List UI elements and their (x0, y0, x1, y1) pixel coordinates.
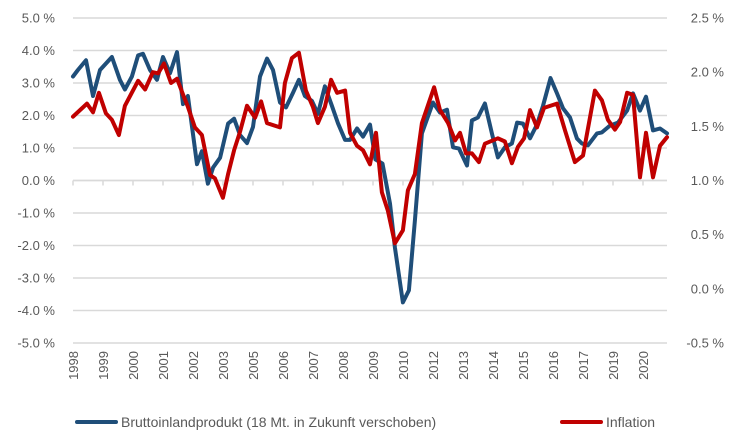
legend-swatch-inflation (560, 420, 603, 424)
y-right-tick-label: 2.5 % (691, 11, 725, 26)
y-right-tick-label: -0.5 % (686, 336, 724, 351)
x-tick-label: 2017 (576, 351, 591, 380)
x-tick-label: 2010 (396, 351, 411, 380)
y-left-tick-label: 0.0 % (22, 173, 56, 188)
x-tick-label: 2003 (216, 351, 231, 380)
legend-item-gdp[interactable]: Bruttoinlandprodukt (18 Mt. in Zukunft v… (75, 410, 436, 434)
x-tick-label: 1998 (66, 351, 81, 380)
x-tick-label: 2001 (156, 351, 171, 380)
y-left-tick-label: 2.0 % (22, 108, 56, 123)
x-tick-label: 2002 (186, 351, 201, 380)
y-left-tick-label: -4.0 % (17, 303, 55, 318)
x-tick-label: 2007 (306, 351, 321, 380)
y-left-tick-label: -2.0 % (17, 238, 55, 253)
y-axis-right: 2.5 % 2.0 % 1.5 % 1.0 % 0.5 % 0.0 % -0.5 % (686, 11, 724, 351)
y-left-tick-label: -1.0 % (17, 206, 55, 221)
y-left-tick-label: 5.0 % (22, 11, 56, 26)
x-tick-label: 2016 (546, 351, 561, 380)
x-tick-label: 2015 (516, 351, 531, 380)
y-left-tick-label: 1.0 % (22, 141, 56, 156)
x-tick-label: 2005 (246, 351, 261, 380)
y-left-tick-label: -5.0 % (17, 336, 55, 351)
y-right-tick-label: 1.0 % (691, 173, 725, 188)
y-right-tick-label: 0.5 % (691, 227, 725, 242)
x-tick-label: 2000 (126, 351, 141, 380)
y-right-tick-label: 1.5 % (691, 119, 725, 134)
series-line-gdp (71, 50, 669, 305)
x-tick-label: 2012 (426, 351, 441, 380)
x-axis: 1998 1999 2000 2001 2002 2003 2005 2006 2007 2008… (66, 179, 667, 380)
x-tick-label: 2019 (606, 351, 621, 380)
series-lines (71, 50, 669, 305)
y-left-tick-label: 4.0 % (22, 43, 56, 58)
y-right-tick-label: 2.0 % (691, 65, 725, 80)
legend-label-gdp: Bruttoinlandprodukt (18 Mt. in Zukunft v… (121, 414, 437, 430)
y-left-tick-label: 3.0 % (22, 76, 56, 91)
legend-label-inflation: Inflation (606, 414, 656, 430)
series-line-inflation (71, 50, 669, 246)
x-tick-label: 2008 (336, 351, 351, 380)
x-tick-label: 2006 (276, 351, 291, 380)
y-right-tick-label: 0.0 % (691, 281, 725, 296)
x-tick-label: 2014 (486, 351, 501, 380)
legend-item-inflation[interactable]: Inflation (560, 410, 655, 434)
x-tick-label: 1999 (96, 351, 111, 380)
x-tick-label: 2013 (456, 351, 471, 380)
y-axis-left: 5.0 % 4.0 % 3.0 % 2.0 % 1.0 % 0.0 % -1.0 % -2.0… (17, 11, 55, 351)
x-tick-label: 2009 (366, 351, 381, 380)
legend-swatch-gdp (75, 420, 118, 424)
x-tick-label: 2020 (636, 351, 651, 380)
legend: Bruttoinlandprodukt (18 Mt. in Zukunft v… (0, 410, 741, 434)
y-left-tick-label: -3.0 % (17, 271, 55, 286)
